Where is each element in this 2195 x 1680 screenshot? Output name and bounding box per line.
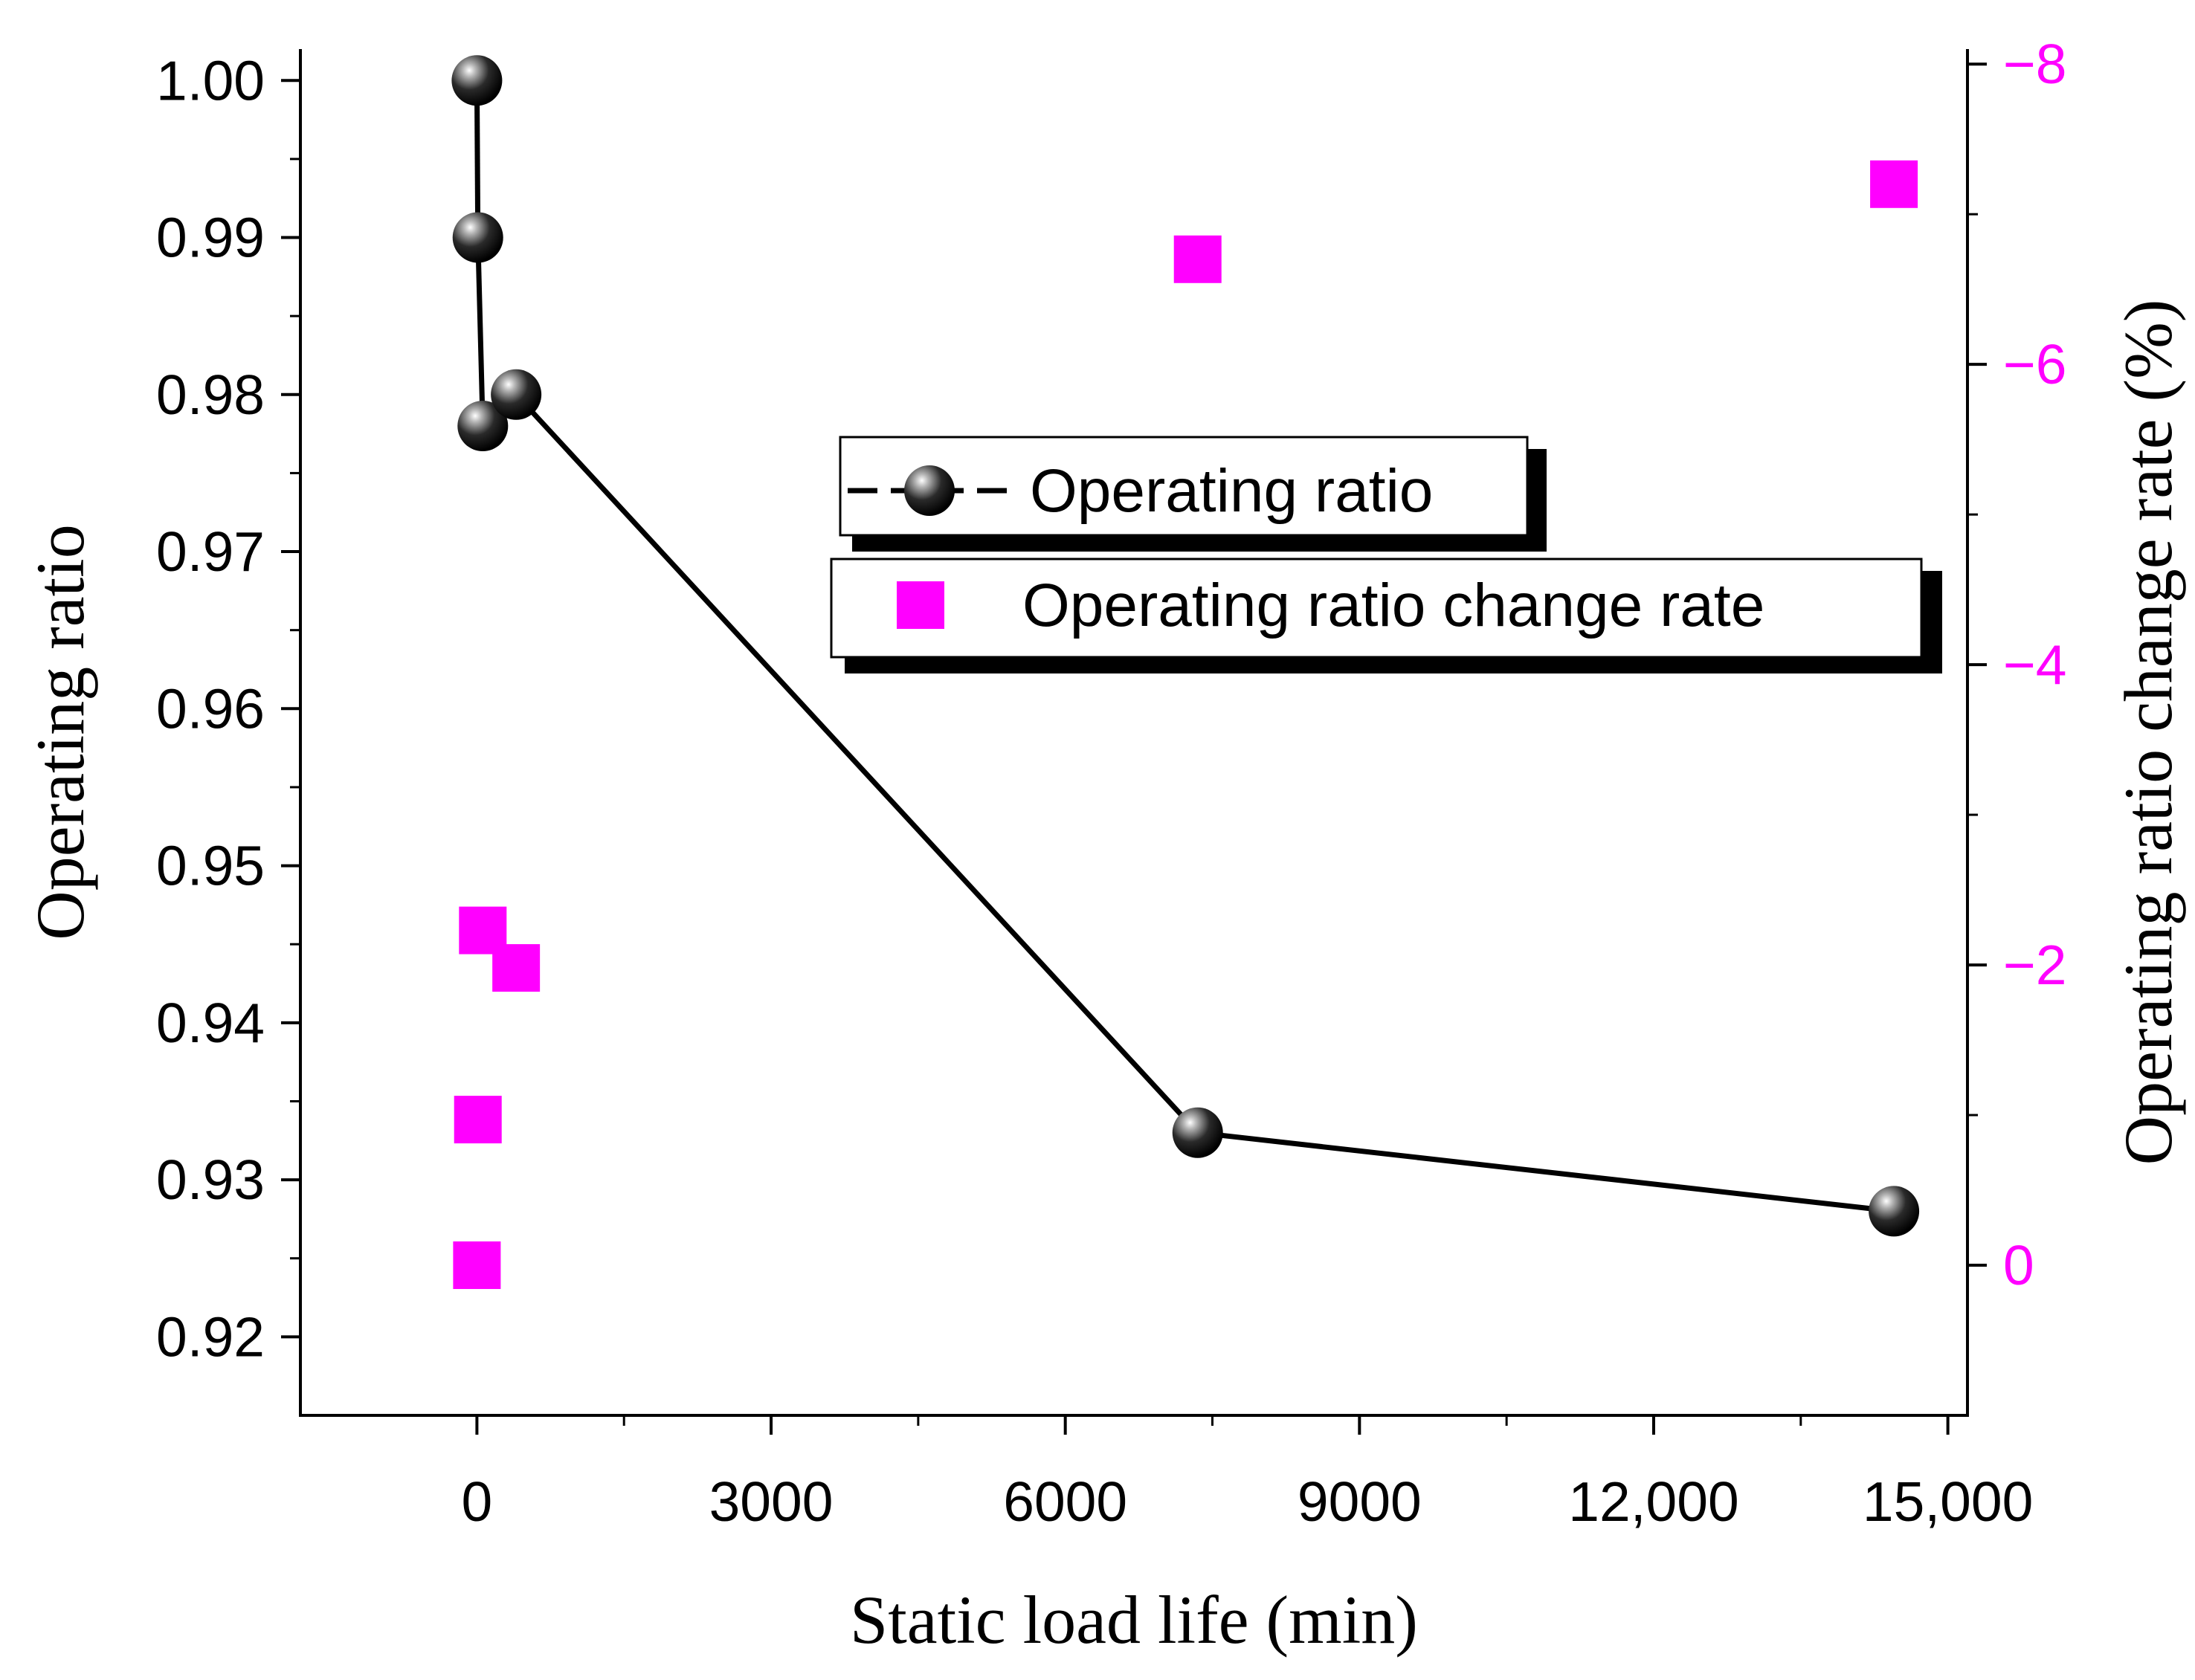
y-tick-label: 1.00: [156, 49, 265, 112]
operating-ratio-line-segment: [475, 237, 486, 427]
y-tick-label: 0.98: [156, 364, 265, 426]
change-rate-square-marker: [1870, 160, 1918, 208]
x-tick-label: 9000: [1298, 1470, 1422, 1533]
series-layer: [451, 55, 1920, 1290]
y-tick-label: 0.93: [156, 1148, 265, 1211]
y-tick-label: 0.97: [156, 520, 265, 583]
plot-frame: [299, 49, 1969, 1417]
x-tick-label: 3000: [709, 1470, 834, 1533]
axis-titles: Static load life (min) Operating ratio O…: [22, 300, 2186, 1658]
y-tick-label: 0.96: [156, 677, 265, 740]
x-tick-label: 12,000: [1568, 1470, 1738, 1533]
y-ticks: 0.92 0.93 0.94 0.95 0.96 0.97 0.98 0.99 1.00: [156, 49, 300, 1368]
legend-box: [830, 558, 1923, 659]
operating-ratio-ball-marker: [1869, 1186, 1920, 1237]
operating-ratio-ball-marker: [491, 369, 542, 420]
y2-ticks: 0 −2 −4 −6 −8: [1967, 33, 2067, 1296]
operating-ratio-ball-marker: [457, 401, 509, 452]
legend-label-operating-ratio: Operating ratio: [1030, 457, 1433, 525]
y2-tick-label: 0: [2003, 1234, 2034, 1296]
y-axis-title: Operating ratio: [22, 524, 98, 940]
y2-tick-label: −4: [2003, 633, 2067, 696]
y2-tick-label: −6: [2003, 333, 2067, 395]
legend-entry-operating-ratio: Operating ratio: [839, 436, 1547, 552]
legend-square-marker: [897, 581, 944, 629]
legend: Operating ratio Operating ratio change r…: [830, 436, 1942, 673]
y2-tick-label: −8: [2003, 33, 2067, 95]
legend-entry-change-rate: Operating ratio change rate: [830, 558, 1942, 673]
operating-ratio-line-segment: [1197, 1130, 1895, 1214]
x-axis-title: Static load life (min): [850, 1582, 1418, 1658]
y-tick-label: 0.92: [156, 1305, 265, 1368]
y-tick-label: 0.94: [156, 992, 265, 1054]
change-rate-square-marker: [454, 1096, 502, 1144]
change-rate-square-marker: [453, 1241, 501, 1290]
x-tick-label: 0: [462, 1470, 493, 1533]
x-ticks: 0 3000 6000 9000 12,000 15,000: [462, 1415, 2033, 1533]
operating-ratio-ball-marker: [1172, 1107, 1223, 1158]
x-tick-label: 15,000: [1863, 1470, 2033, 1533]
legend-ball-marker: [904, 465, 955, 516]
legend-box: [839, 436, 1529, 537]
y-tick-label: 0.95: [156, 835, 265, 897]
y2-tick-label: −2: [2003, 934, 2067, 996]
operating-ratio-ball-marker: [452, 212, 503, 263]
y2-axis-title: Operating ratio change rate (%): [2110, 300, 2186, 1166]
change-rate-square-marker: [492, 944, 541, 992]
operating-ratio-line-segment: [514, 392, 1200, 1135]
operating-ratio-ball-marker: [451, 55, 503, 106]
y-tick-label: 0.99: [156, 207, 265, 269]
change-rate-square-marker: [1173, 235, 1222, 283]
x-tick-label: 6000: [1003, 1470, 1127, 1533]
legend-label-change-rate: Operating ratio change rate: [1022, 572, 1764, 639]
